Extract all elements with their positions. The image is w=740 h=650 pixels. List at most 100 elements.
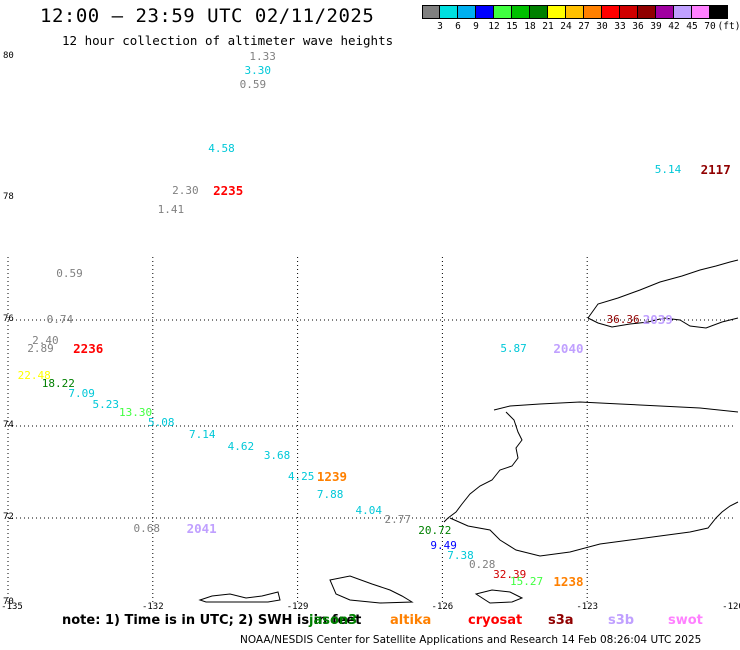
legend-tick-label: 6 <box>455 21 461 32</box>
longitude-label: -126 <box>431 602 454 612</box>
pass-id-label: 2041 <box>186 520 217 536</box>
satellite-legend-item: swot <box>668 613 703 628</box>
wave-height-value: 18.22 <box>41 376 75 390</box>
legend-swatch <box>692 5 710 19</box>
legend-swatch <box>440 5 458 19</box>
coastline <box>198 259 739 604</box>
pass-id-label: 2039 <box>642 312 673 327</box>
satellite-legend-item: s3a <box>548 613 574 628</box>
legend-tick-label: 15 <box>506 21 518 32</box>
longitude-label: -132 <box>141 602 164 612</box>
pass-id-label: 2117 <box>700 161 731 177</box>
wave-height-value: 2.40 <box>32 334 59 348</box>
pass-id-label: 2235 <box>213 182 244 198</box>
wave-height-value: 36.36 <box>606 313 640 326</box>
legend-tick-label: 12 <box>488 21 500 32</box>
legend-swatch <box>602 5 620 19</box>
legend-tick-label: 24 <box>560 21 572 32</box>
legend-swatch <box>674 5 692 19</box>
legend-swatch <box>548 5 566 19</box>
legend-tick-label: 36 <box>632 21 644 32</box>
satellite-legend-item: cryosat <box>468 613 523 628</box>
longitude-label: -123 <box>576 602 599 612</box>
wave-height-value: 0.59 <box>56 267 83 281</box>
graticule <box>7 257 736 603</box>
wave-height-value: 20.72 <box>418 523 452 537</box>
legend-tick-label: 18 <box>524 21 536 32</box>
pass-id-label: 2236 <box>73 341 104 357</box>
wave-height-value: 5.14 <box>654 162 682 176</box>
legend-tick-label: 9 <box>473 21 479 32</box>
wave-height-value: 7.09 <box>68 387 95 401</box>
wave-height-value: 1.33 <box>249 50 276 63</box>
wave-height-value: 13.30 <box>119 405 153 419</box>
legend-tick-label: 39 <box>650 21 662 32</box>
legend-tick-label: 27 <box>578 21 590 32</box>
wave-height-value: 7.14 <box>189 428 216 442</box>
coastline-island-east <box>474 589 524 604</box>
wave-height-value: 2.77 <box>384 513 411 527</box>
legend-swatch <box>638 5 656 19</box>
coastline-island-west <box>198 591 281 603</box>
longitude-label: -135 <box>1 602 23 612</box>
footer-note: note: 1) Time is in UTC; 2) SWH is in fe… <box>62 613 362 628</box>
legend-unit: (ft) <box>717 21 740 32</box>
wave-height-value: 3.68 <box>263 448 291 462</box>
credit-line: NOAA/NESDIS Center for Satellite Applica… <box>240 634 702 646</box>
wave-height-value: 5.08 <box>147 416 175 430</box>
wave-height-value: 7.38 <box>447 549 474 563</box>
pass-id-label: 1239 <box>316 468 348 484</box>
wave-height-value: 5.23 <box>92 397 119 411</box>
chart-subtitle: 12 hour collection of altimeter wave hei… <box>62 33 394 48</box>
wave-height-value: 32.39 <box>493 568 527 582</box>
coastline-banks-island-south <box>587 317 739 329</box>
satellite-legend-item: altika <box>390 613 432 628</box>
wave-height-value: 22.48 <box>17 368 51 382</box>
wave-height-value: 2.89 <box>27 342 54 356</box>
legend-swatch <box>566 5 584 19</box>
wave-height-value: 0.68 <box>133 521 160 535</box>
wave-height-value: 0.59 <box>239 78 267 92</box>
wave-height-value: 3.30 <box>244 64 272 78</box>
coastline-island-mid <box>329 575 414 604</box>
legend-tick-label: 30 <box>596 21 608 32</box>
legend-swatch <box>656 5 674 19</box>
pass-id-label: 2040 <box>553 341 584 357</box>
latitude-label: 76 <box>3 314 14 324</box>
latitude-label: 80 <box>3 51 14 61</box>
latitude-label: 78 <box>3 192 14 202</box>
legend-swatch <box>458 5 476 19</box>
wave-height-value: 2.30 <box>172 183 199 197</box>
legend-swatch <box>620 5 638 19</box>
coastline-mainland-north <box>493 401 739 413</box>
pass-id-label: 1238 <box>553 573 584 589</box>
wave-height-value: 1.41 <box>157 203 185 217</box>
legend-swatch <box>710 5 728 19</box>
legend-swatch <box>476 5 494 19</box>
wave-height-value: 5.87 <box>500 342 527 356</box>
wave-height-value: 7.88 <box>316 488 344 501</box>
legend-swatch <box>422 5 440 19</box>
legend-swatch <box>584 5 602 19</box>
legend-tick-label: 70 <box>704 21 716 32</box>
legend-swatch <box>530 5 548 19</box>
coastline-tuktoyaktuk <box>443 411 523 523</box>
legend-tick-label: 42 <box>668 21 680 32</box>
wave-height-value: 9.49 <box>430 538 457 552</box>
coastline-mainland-south <box>449 501 739 557</box>
wave-height-value: 4.04 <box>355 504 383 518</box>
latitude-label: 74 <box>3 420 14 430</box>
legend-swatch <box>512 5 530 19</box>
wave-height-value: 15.27 <box>509 574 544 588</box>
wave-height-value: 4.25 <box>287 469 315 483</box>
satellite-legend-item: jason3 <box>309 613 358 628</box>
legend-tick-label: 3 <box>437 21 443 32</box>
legend-tick-label: 45 <box>686 21 698 32</box>
latitude-label: 72 <box>3 512 14 522</box>
chart-title: 12:00 – 23:59 UTC 02/11/2025 <box>40 5 375 27</box>
wave-height-value: 0.74 <box>46 313 74 326</box>
satellite-legend-item: s3b <box>608 613 635 628</box>
wave-height-value: 4.58 <box>208 141 235 155</box>
wave-height-value: 4.62 <box>227 439 255 453</box>
